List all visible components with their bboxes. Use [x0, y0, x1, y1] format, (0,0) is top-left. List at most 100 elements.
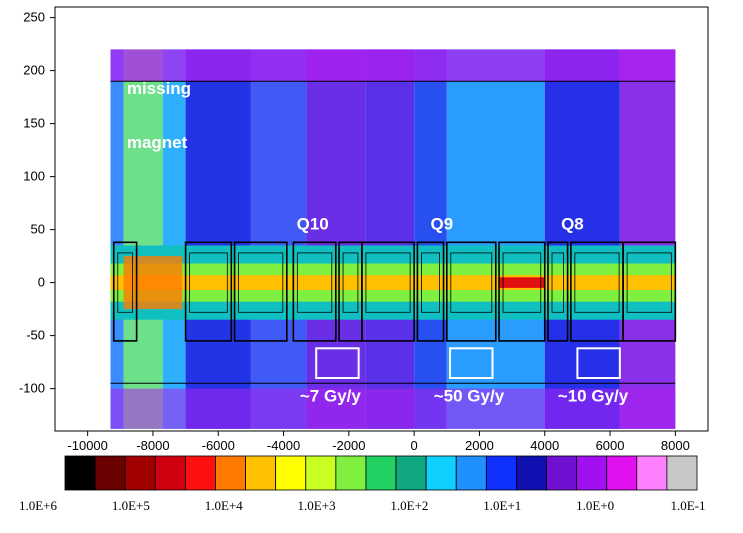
magnet-yoke	[342, 252, 359, 313]
color-scale-swatch	[94, 455, 126, 491]
beam-core	[110, 275, 676, 291]
y-tick-label: 150	[23, 116, 45, 131]
dose-boxes	[315, 347, 621, 380]
annotation-label: magnet	[127, 133, 188, 152]
y-tick-label: -100	[19, 381, 45, 396]
color-scale-swatch	[64, 455, 96, 491]
x-tick-label: -10000	[67, 438, 107, 453]
magnet-yoke	[421, 252, 440, 313]
beam-hotspot	[123, 256, 183, 310]
annotations: missing magnet Q10 Q9 Q8 ~7 Gy/y ~50 Gy/y ~10 G…	[127, 79, 629, 405]
magnet-yoke	[365, 252, 411, 313]
dose-box	[576, 347, 621, 380]
color-scale-swatch	[124, 455, 156, 491]
beam-line	[110, 245, 676, 320]
y-tick-label: 250	[23, 10, 45, 25]
magnet-outline	[445, 241, 497, 342]
dose-band	[123, 49, 163, 429]
color-scale-swatch	[184, 455, 216, 491]
x-tick-label: -2000	[332, 438, 365, 453]
color-scale-label: 1.0E+6	[19, 498, 58, 513]
dose-band	[619, 49, 676, 429]
color-scale-swatch	[215, 455, 246, 491]
magnet-yoke	[574, 252, 620, 313]
color-scale: 1.0E+6 1.0E+5 1.0E+4 1.0E+3 1.0E+2 1.0E+1 1.0E…	[19, 455, 706, 513]
color-scale-label: 1.0E-1	[670, 498, 705, 513]
color-scale-swatch	[485, 455, 517, 491]
annotation-label: ~7 Gy/y	[300, 386, 362, 405]
color-scale-swatch	[245, 455, 277, 491]
annotation-label: missing	[127, 79, 191, 98]
x-tick-label: -6000	[202, 438, 235, 453]
x-tick-label: 0	[411, 438, 418, 453]
dose-band	[414, 49, 447, 429]
x-tick-label: 2000	[465, 438, 494, 453]
color-scale-label: 1.0E+2	[390, 498, 428, 513]
magnet-yoke	[450, 252, 493, 313]
magnet-yoke	[626, 252, 672, 313]
annotation-label: Q9	[430, 215, 453, 234]
color-scale-label: 1.0E+4	[205, 498, 244, 513]
color-scale-swatch	[666, 455, 698, 491]
magnet-outline	[292, 241, 337, 342]
dose-band	[110, 49, 124, 429]
x-tick-label: -8000	[136, 438, 169, 453]
magnet-yoke	[189, 252, 228, 313]
color-scale-label: 1.0E+3	[298, 498, 336, 513]
dose-fringe-top	[110, 49, 676, 82]
dose-band	[544, 49, 620, 429]
dose-band	[446, 49, 545, 429]
y-tick-label: 200	[23, 63, 45, 78]
magnet-outline	[184, 241, 233, 342]
plot-frame	[54, 6, 709, 432]
color-scale-swatch	[516, 455, 547, 491]
color-scale-swatch	[154, 455, 186, 491]
magnet-yoke	[117, 252, 134, 313]
annotation-label: ~50 Gy/y	[434, 386, 505, 405]
y-axis: 250 200 150 100 50 0 -50 -100	[19, 10, 55, 396]
magnet-outline	[547, 241, 569, 342]
magnet-outline	[416, 241, 445, 342]
y-tick-label: 100	[23, 169, 45, 184]
x-tick-label: 4000	[530, 438, 559, 453]
y-tick-label: -50	[26, 328, 45, 343]
color-scale-swatch	[636, 455, 668, 491]
y-tick-label: 50	[31, 222, 45, 237]
magnet-outlines	[112, 241, 677, 342]
annotation-label: Q10	[297, 215, 329, 234]
magnet-outline	[498, 241, 546, 342]
color-scale-label: 1.0E+5	[112, 498, 150, 513]
dose-band	[365, 49, 415, 429]
annotation-label: Q8	[561, 215, 584, 234]
x-tick-label: 6000	[596, 438, 625, 453]
color-scale-swatch	[546, 455, 578, 491]
color-scale-swatch	[576, 455, 608, 491]
dose-fringe-bottom	[110, 388, 676, 429]
color-scale-swatch	[606, 455, 638, 491]
x-tick-label: -4000	[267, 438, 300, 453]
color-scale-label: 1.0E+1	[483, 498, 521, 513]
magnet-yoke	[502, 252, 542, 313]
y-tick-label: 0	[38, 275, 45, 290]
color-scale-swatch	[455, 455, 487, 491]
x-tick-label: 8000	[661, 438, 690, 453]
dose-box	[449, 347, 494, 380]
color-scale-swatch	[425, 455, 457, 491]
magnet-yoke	[551, 252, 565, 313]
magnet-outline	[112, 241, 138, 342]
magnet-outline	[361, 241, 415, 342]
dose-band	[185, 49, 251, 429]
color-scale-label: 1.0E+0	[576, 498, 614, 513]
dose-band	[162, 49, 186, 429]
color-scale-swatch	[335, 455, 367, 491]
x-axis: -10000 -8000 -6000 -4000 -2000 0 2000 4000 6000 8…	[67, 431, 690, 453]
magnet-outline	[622, 241, 677, 342]
color-scale-swatch	[305, 455, 337, 491]
magnet-yoke	[296, 252, 333, 313]
dose-box	[315, 347, 360, 380]
beam-hotspot	[499, 277, 545, 288]
color-scale-swatch	[275, 455, 307, 491]
color-scale-swatch	[365, 455, 397, 491]
magnet-outline	[233, 241, 288, 342]
